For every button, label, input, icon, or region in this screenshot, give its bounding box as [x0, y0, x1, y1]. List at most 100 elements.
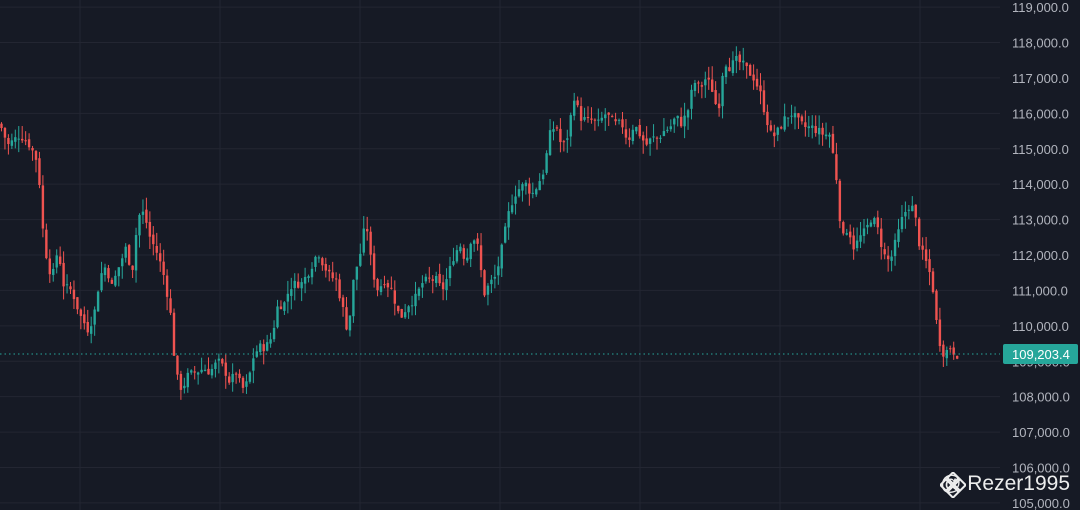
candle-body — [424, 276, 428, 282]
candle-body — [72, 289, 76, 300]
candle-body — [621, 119, 624, 128]
candle-body — [600, 117, 603, 121]
candle-body — [638, 124, 641, 137]
candle-body — [721, 75, 724, 107]
y-tick-label: 108,000.0 — [1012, 390, 1070, 405]
candle-body — [314, 256, 317, 267]
candle-body — [379, 286, 383, 292]
candle-body — [538, 181, 541, 191]
candle-body — [607, 112, 610, 115]
candle-body — [138, 214, 141, 236]
candle-body — [338, 279, 341, 299]
candle-body — [493, 276, 497, 279]
y-tick-label: 110,000.0 — [1012, 319, 1069, 334]
candle-body — [190, 370, 193, 373]
candle-body — [203, 369, 207, 371]
candle-body — [93, 309, 96, 325]
candle-body — [949, 348, 952, 350]
candle-body — [486, 285, 490, 295]
candle-body — [804, 122, 807, 128]
y-tick-label: 119,000.0 — [1012, 0, 1069, 15]
candle-body — [428, 277, 431, 279]
candle-body — [490, 279, 493, 285]
candle-body — [234, 373, 238, 375]
candle-body — [400, 309, 403, 318]
candle-body — [711, 79, 714, 92]
candle-body — [290, 289, 293, 296]
candle-body — [448, 266, 452, 279]
candle-body — [893, 239, 897, 257]
candle-body — [766, 111, 769, 126]
current-price-badge: 109,203.4 — [1003, 344, 1078, 365]
candle-body — [0, 123, 3, 129]
candle-body — [83, 314, 86, 324]
candle-body — [328, 269, 331, 272]
price-axis[interactable]: 105,000.0 106,000.0 107,000.0 108,000.0 109,… — [1012, 0, 1070, 510]
candle-body — [617, 119, 621, 121]
candles — [0, 46, 959, 400]
candle-body — [252, 358, 255, 371]
candle-body — [414, 293, 417, 307]
candle-body — [14, 137, 17, 142]
candle-body — [376, 279, 379, 291]
candle-body — [421, 283, 424, 288]
candle-body — [869, 222, 873, 227]
candle-body — [193, 371, 196, 373]
candle-body — [259, 343, 262, 352]
candle-body — [655, 137, 659, 139]
candle-body — [117, 267, 120, 277]
candle-body — [831, 133, 835, 153]
candle-body — [548, 130, 552, 155]
candle-body — [355, 266, 359, 280]
y-tick-label: 114,000.0 — [1012, 177, 1069, 192]
candle-body — [531, 192, 534, 194]
candle-body — [300, 282, 303, 289]
candle-body — [479, 245, 483, 271]
candle-body — [610, 116, 614, 118]
candle-body — [293, 280, 296, 289]
candle-body — [86, 321, 89, 333]
candle-body — [121, 258, 124, 267]
candle-body — [7, 138, 10, 145]
candle-body — [745, 62, 748, 67]
watermark: @ Rezer1995 — [940, 472, 1070, 498]
candle-body — [931, 271, 935, 293]
candle-body — [707, 77, 710, 80]
candle-body — [673, 118, 676, 125]
current-price-label: 109,203.4 — [1012, 347, 1070, 362]
candle-body — [945, 350, 948, 359]
candle-body — [127, 245, 131, 265]
candle-body — [648, 138, 652, 144]
candle-body — [241, 377, 245, 388]
candle-body — [562, 141, 566, 143]
candle-body — [210, 368, 214, 376]
candle-body — [76, 297, 79, 310]
candle-body — [528, 183, 531, 194]
candle-body — [438, 273, 441, 284]
candle-body — [676, 115, 679, 119]
candle-body — [272, 327, 276, 340]
candle-body — [952, 347, 955, 355]
candle-body — [628, 137, 631, 140]
candle-body — [245, 381, 248, 387]
candle-body — [462, 248, 465, 259]
candle-body — [593, 119, 597, 121]
candle-body — [786, 117, 790, 119]
candle-body — [535, 189, 538, 195]
candle-body — [196, 372, 200, 375]
candle-body — [403, 312, 407, 318]
candle-body — [835, 154, 838, 181]
candle-body — [838, 180, 842, 222]
candle-body — [521, 184, 524, 191]
candle-body — [445, 279, 448, 291]
candle-body — [472, 240, 476, 244]
candle-body — [942, 344, 945, 357]
candle-body — [483, 270, 486, 296]
candle-body — [48, 258, 51, 275]
candle-body — [807, 126, 810, 129]
candle-body — [666, 129, 669, 131]
candle-body — [248, 372, 252, 382]
candle-body — [265, 342, 269, 351]
